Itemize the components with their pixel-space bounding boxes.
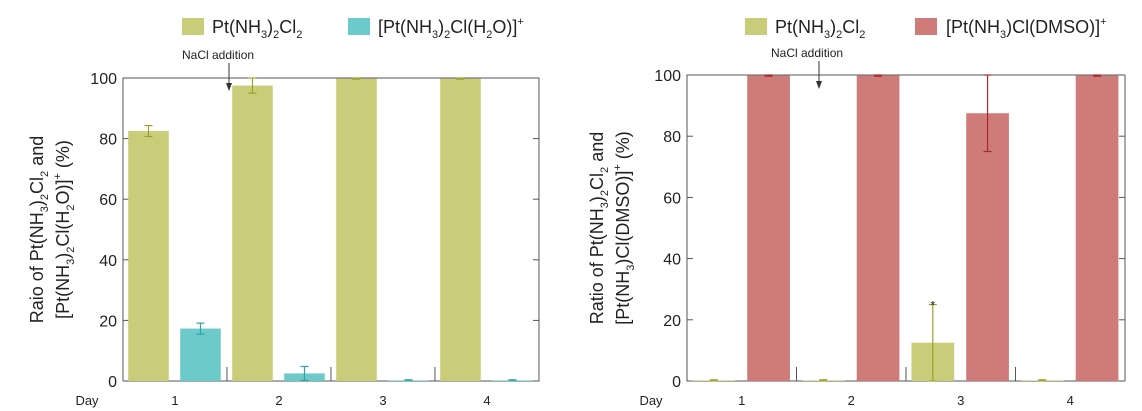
annotation-arrowhead — [226, 83, 232, 91]
legend-label: [Pt(NH3)2Cl(H2O)]+ — [378, 16, 524, 41]
x-tick-label: 2 — [275, 393, 282, 408]
legend-swatch — [348, 18, 370, 35]
nacl-annotation: NaCl addition — [771, 46, 843, 60]
y-tick-label: 40 — [663, 252, 681, 269]
bar-2-day-2 — [857, 76, 900, 381]
x-tick-label: 1 — [738, 393, 745, 408]
y-tick-label: 0 — [672, 374, 681, 391]
y-tick-label: 80 — [663, 129, 681, 146]
chart-panel-2: Pt(NH3)2Cl2 [Pt(NH3)Cl(DMSO)]+ 0 20 40 60 80 10… — [587, 16, 1125, 408]
legend-swatch — [182, 18, 204, 35]
legend-label: Pt(NH3)2Cl2 — [775, 17, 865, 41]
y-tick-label: 80 — [99, 132, 117, 149]
x-tick-label: 3 — [957, 393, 964, 408]
bar-2-day-1 — [747, 76, 790, 381]
legend-swatch — [915, 18, 937, 35]
y-tick-label: 60 — [99, 192, 117, 209]
chart-panel-1: Pt(NH3)2Cl2 [Pt(NH3)2Cl(H2O)]+ 0 20 40 60 80 10… — [27, 16, 539, 408]
y-tick-label: 20 — [99, 313, 117, 330]
x-tick-label: 4 — [483, 393, 490, 408]
annotation-arrowhead — [816, 81, 822, 89]
y-tick-label: 40 — [99, 253, 117, 270]
bar-2-day-3 — [966, 113, 1009, 381]
x-axis-title: Day — [75, 393, 99, 408]
significance-asterisk: * — [930, 299, 935, 313]
y-tick-label: 0 — [108, 374, 117, 391]
bar-1-day-1 — [128, 131, 169, 381]
y-axis-label-line1: Ratio of Pt(NH3)2Cl2 and — [587, 132, 611, 324]
y-tick-label: 100 — [90, 71, 117, 88]
bar-2-day-1 — [180, 329, 221, 381]
y-axis-label-line2: [Pt(NH3)2Cl(H2O)]+ (%) — [52, 140, 77, 319]
bar-1-day-2 — [232, 86, 273, 381]
x-tick-label: 4 — [1067, 393, 1074, 408]
nacl-annotation: NaCl addition — [182, 48, 254, 62]
bar-1-day-3 — [336, 79, 377, 381]
y-axis-label-line2: [Pt(NH3)Cl(DMSO)]+ (%) — [612, 131, 637, 325]
y-tick-label: 60 — [663, 190, 681, 207]
x-tick-label: 3 — [379, 393, 386, 408]
bar-2-day-4 — [1076, 76, 1119, 381]
x-tick-label: 2 — [848, 393, 855, 408]
bar-1-day-4 — [440, 79, 481, 381]
legend-swatch — [745, 18, 767, 35]
y-tick-label: 20 — [663, 313, 681, 330]
x-tick-label: 1 — [171, 393, 178, 408]
x-axis-title: Day — [639, 393, 663, 408]
legend-label: Pt(NH3)2Cl2 — [212, 17, 302, 41]
legend-label: [Pt(NH3)Cl(DMSO)]+ — [946, 16, 1107, 41]
y-axis-label-line1: Raio of Pt(NH3)2Cl2 and — [27, 136, 51, 323]
y-tick-label: 100 — [654, 68, 681, 85]
